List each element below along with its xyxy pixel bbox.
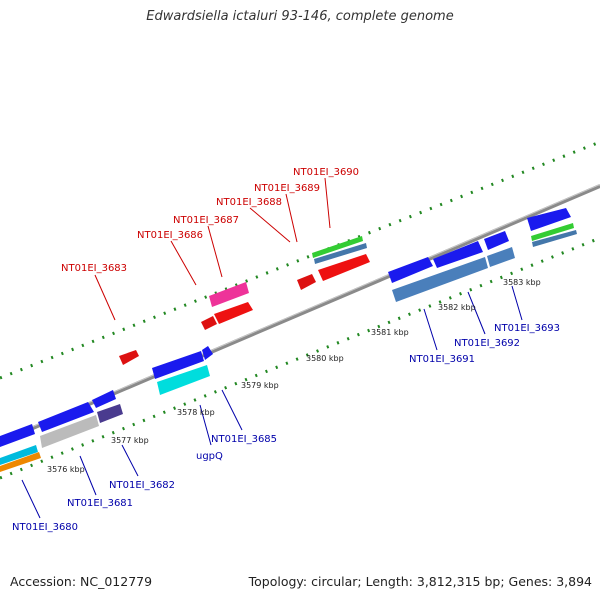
- kbp-3583: 3583 kbp: [503, 278, 541, 287]
- label-nt01ei-3683[interactable]: NT01EI_3683: [61, 263, 127, 274]
- gene-nt01ei-3681[interactable]: [40, 415, 99, 448]
- gene-nt01ei-3680-orange[interactable]: [0, 452, 41, 472]
- kbp-3582: 3582 kbp: [438, 303, 476, 312]
- label-nt01ei-3689[interactable]: NT01EI_3689: [254, 183, 320, 194]
- kbp-3581: 3581 kbp: [371, 328, 409, 337]
- gene-nt01ei-3690-steel[interactable]: [314, 243, 367, 264]
- gene-nt01ei-3691-blue[interactable]: [388, 257, 433, 283]
- gene-nt01ei-3693-blue[interactable]: [484, 231, 509, 250]
- genome-backbone-highlight: [0, 184, 600, 441]
- gene-nt01ei-3687-pink[interactable]: [209, 282, 249, 307]
- label-nt01ei-3681[interactable]: NT01EI_3681: [67, 498, 133, 509]
- label-nt01ei-3685[interactable]: NT01EI_3685: [211, 434, 277, 445]
- label-leaders: [21, 177, 523, 519]
- label-nt01ei-3682[interactable]: NT01EI_3682: [109, 480, 175, 491]
- kbp-3580: 3580 kbp: [306, 354, 344, 363]
- genome-backbone: [0, 184, 600, 444]
- topology-text: Topology: circular; Length: 3,812,315 bp…: [248, 574, 592, 589]
- label-nt01ei-3692[interactable]: NT01EI_3692: [454, 338, 520, 349]
- gene-nt01ei-3686[interactable]: [201, 316, 217, 330]
- label-nt01ei-3686[interactable]: NT01EI_3686: [137, 230, 203, 241]
- inner-tick-track: [0, 236, 600, 480]
- kbp-3577: 3577 kbp: [111, 436, 149, 445]
- label-nt01ei-3688[interactable]: NT01EI_3688: [216, 197, 282, 208]
- gene-nt01ei-3692[interactable]: [487, 247, 515, 267]
- gene-right-steel[interactable]: [532, 230, 577, 247]
- gene-right-green[interactable]: [531, 223, 574, 241]
- gene-nt01ei-3680[interactable]: [0, 445, 38, 465]
- gene-nt01ei-3685-tip[interactable]: [202, 346, 213, 360]
- kbp-3576: 3576 kbp: [47, 465, 85, 474]
- gene-ugpq[interactable]: [157, 365, 210, 395]
- gene-nt01ei-3685[interactable]: [152, 351, 204, 379]
- gene-nt01ei-3682[interactable]: [97, 404, 123, 423]
- reverse-gene-labels: NT01EI_3680 NT01EI_3681 NT01EI_3682 NT01…: [12, 323, 560, 533]
- label-nt01ei-3680[interactable]: NT01EI_3680: [12, 522, 78, 533]
- gene-nt01ei-3687[interactable]: [214, 302, 253, 324]
- label-ugpq[interactable]: ugpQ: [196, 451, 223, 462]
- kbp-labels: 3576 kbp 3577 kbp 3578 kbp 3579 kbp 3580…: [47, 278, 541, 474]
- gene-nt01ei-3692-blue[interactable]: [433, 241, 483, 268]
- gene-nt01ei-3689[interactable]: [318, 254, 370, 281]
- kbp-3578: 3578 kbp: [177, 408, 215, 417]
- gene-nt01ei-3683[interactable]: [119, 350, 139, 365]
- reverse-genes: [0, 208, 571, 472]
- label-nt01ei-3687[interactable]: NT01EI_3687: [173, 215, 239, 226]
- gene-nt01ei-3682-blue[interactable]: [92, 390, 116, 408]
- gene-nt01ei-3690-green[interactable]: [312, 236, 363, 258]
- gene-nt01ei-3681-blue[interactable]: [38, 402, 94, 432]
- gene-nt01ei-3691[interactable]: [392, 257, 488, 302]
- map-title: Edwardsiella ictaluri 93-146, complete g…: [146, 9, 454, 24]
- gene-left-blue[interactable]: [0, 424, 35, 447]
- label-nt01ei-3693[interactable]: NT01EI_3693: [494, 323, 560, 334]
- gene-right-blue[interactable]: [527, 208, 571, 231]
- label-nt01ei-3691[interactable]: NT01EI_3691: [409, 354, 475, 365]
- label-nt01ei-3690[interactable]: NT01EI_3690: [293, 167, 359, 178]
- gene-nt01ei-3688[interactable]: [297, 274, 316, 290]
- kbp-3579: 3579 kbp: [241, 381, 279, 390]
- accession-text: Accession: NC_012779: [10, 574, 153, 589]
- forward-gene-labels: NT01EI_3683 NT01EI_3686 NT01EI_3687 NT01…: [61, 167, 359, 274]
- forward-genes: [119, 223, 577, 365]
